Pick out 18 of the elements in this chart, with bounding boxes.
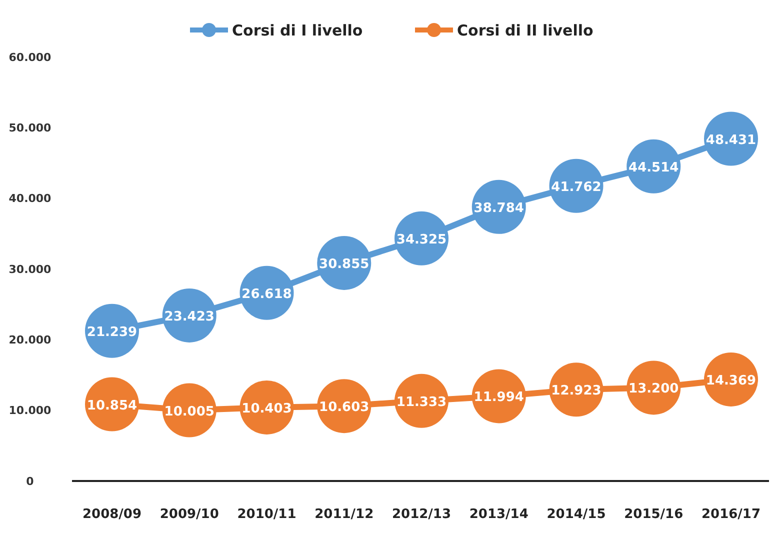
- legend-label: Corsi di I livello: [232, 21, 363, 40]
- x-tick-label: 2008/09: [82, 507, 142, 522]
- x-tick-label: 2011/12: [314, 507, 374, 522]
- x-tick-label: 2010/11: [237, 507, 296, 522]
- x-tick-label: 2012/13: [392, 507, 452, 522]
- x-tick-label: 2013/14: [469, 507, 528, 522]
- y-tick-label: 0: [26, 474, 34, 488]
- y-tick-label: 60.000: [8, 50, 52, 64]
- legend-label: Corsi di II livello: [457, 21, 594, 40]
- x-tick-label: 2009/10: [160, 507, 219, 522]
- y-tick-label: 10.000: [8, 404, 52, 418]
- y-tick-label: 40.000: [8, 192, 52, 206]
- x-tick-label: 2014/15: [546, 507, 606, 522]
- x-tick-label: 2015/16: [624, 507, 684, 522]
- y-tick-label: 20.000: [8, 334, 52, 347]
- y-tick-label: 30.000: [8, 262, 52, 276]
- y-tick-label: 50.000: [8, 122, 52, 135]
- x-tick-label: 2016/17: [701, 507, 761, 522]
